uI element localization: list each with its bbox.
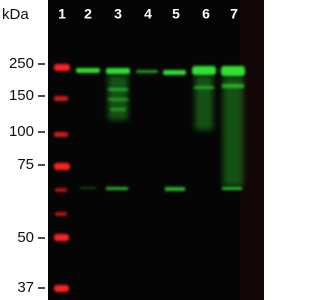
lane-number: 7 <box>230 6 238 22</box>
lane-number: 6 <box>202 6 210 22</box>
marker-label: 75 <box>17 156 34 173</box>
lane-number: 2 <box>84 6 92 22</box>
marker-label: 100 <box>9 123 34 140</box>
edge-tint <box>240 0 264 300</box>
marker-label: 150 <box>9 87 34 104</box>
lane-number: 5 <box>172 6 180 22</box>
marker-label: 250 <box>9 55 34 72</box>
marker-label: 37 <box>17 279 34 296</box>
green-bands <box>76 66 245 191</box>
western-blot: kDa 1 2 3 4 5 6 7 250 150 100 75 50 37 <box>0 0 264 300</box>
marker-ladder <box>54 64 70 292</box>
lane-number: 1 <box>58 6 66 22</box>
lane-number: 4 <box>144 6 152 22</box>
axis-label: kDa <box>2 6 29 23</box>
marker-label: 50 <box>17 229 34 246</box>
lane-number: 3 <box>114 6 122 22</box>
